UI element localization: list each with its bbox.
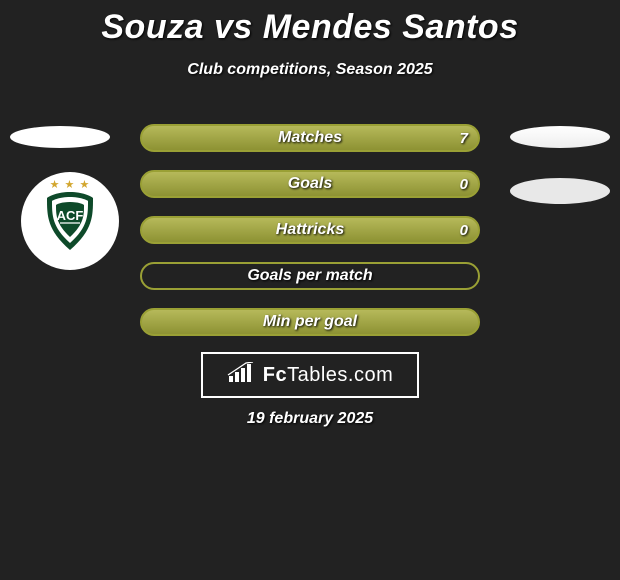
player-left-placeholder [10, 126, 110, 148]
stat-value-right: 0 [460, 222, 468, 239]
svg-text:ACF: ACF [57, 208, 84, 223]
stat-value-right: 7 [460, 130, 468, 147]
stat-label: Min per goal [263, 313, 357, 331]
page-title: Souza vs Mendes Santos [0, 0, 620, 47]
badge-stars: ★ ★ ★ [46, 178, 94, 191]
stat-row-goals: Goals 0 [140, 170, 480, 198]
stat-label: Goals per match [247, 267, 372, 285]
stat-label: Goals [288, 175, 332, 193]
player-right-placeholder [510, 126, 610, 148]
team-right-placeholder [510, 178, 610, 204]
stat-value-right: 0 [460, 176, 468, 193]
fctables-brand: FcTables.com [263, 364, 394, 387]
chapecoense-crest-icon: ACF [43, 190, 97, 252]
stat-row-min-per-goal: Min per goal [140, 308, 480, 336]
subtitle: Club competitions, Season 2025 [0, 61, 620, 79]
stat-row-goals-per-match: Goals per match [140, 262, 480, 290]
stat-row-matches: Matches 7 [140, 124, 480, 152]
bar-chart-icon [227, 362, 257, 389]
stat-row-hattricks: Hattricks 0 [140, 216, 480, 244]
stat-label: Hattricks [276, 221, 344, 239]
fctables-link[interactable]: FcTables.com [201, 352, 419, 398]
stat-label: Matches [278, 129, 342, 147]
stat-rows: Matches 7 Goals 0 Hattricks 0 Goals per … [140, 124, 480, 354]
date-label: 19 february 2025 [0, 410, 620, 428]
